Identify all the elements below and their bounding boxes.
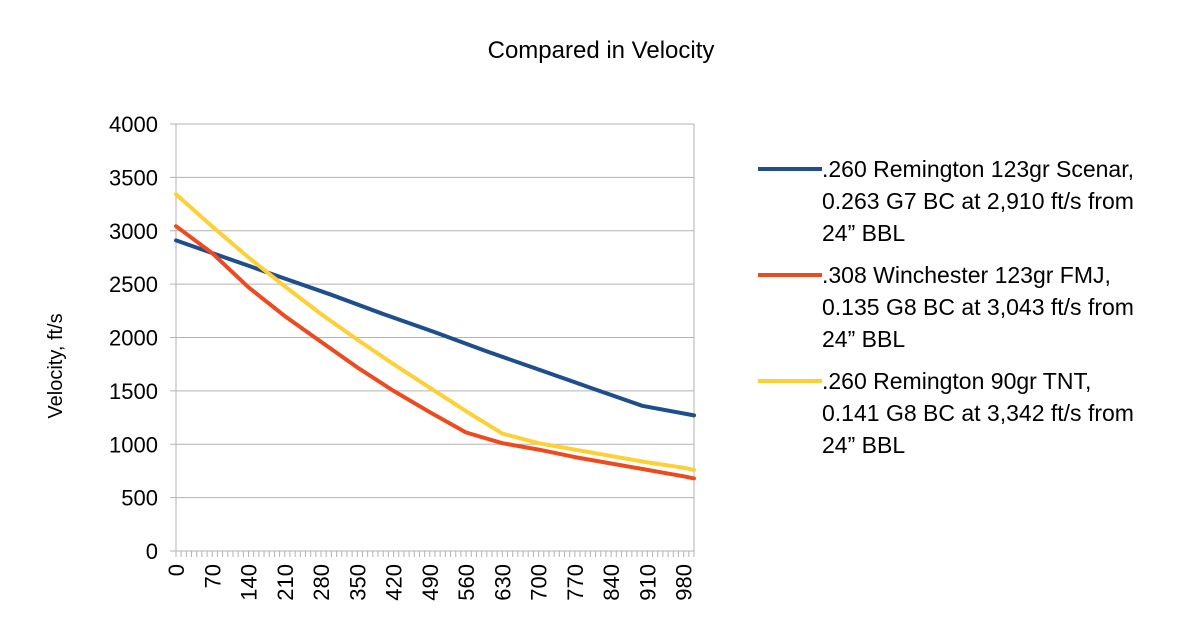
legend-entry-1-line-1: .260 Remington 123gr Scenar,: [822, 156, 1134, 182]
y-tick-label: 3000: [109, 219, 158, 244]
x-tick-label: 630: [490, 564, 515, 601]
series-line-3: [174, 192, 696, 472]
x-tick-label: 0: [164, 564, 189, 576]
y-tick-label: 500: [121, 486, 158, 511]
chart-subtitle: Compared in Velocity: [488, 37, 715, 64]
legend-entry-1-line-2: 0.263 G7 BC at 2,910 ft/s from: [822, 188, 1134, 214]
x-tick-label: 840: [599, 564, 624, 601]
grid-lines: [176, 123, 695, 552]
x-tick-label: 770: [563, 564, 588, 601]
y-tick-label: 1500: [109, 379, 158, 404]
x-tick-label: 70: [200, 564, 225, 588]
axes: 0 500 1000 1500 2000 2500 3000 3500 4000 0 70 140 21…: [109, 112, 697, 601]
legend-entry-1-line-3: 24” BBL: [822, 220, 905, 246]
x-tick-label: 700: [527, 564, 552, 601]
y-tick-label: 1000: [109, 432, 158, 457]
y-tick-label: 2000: [109, 326, 158, 351]
legend-entry-3-line-1: .260 Remington 90gr TNT,: [822, 368, 1091, 394]
x-tick-label: 980: [672, 564, 697, 601]
legend-entry-2-line-1: .308 Winchester 123gr FMJ,: [822, 262, 1111, 288]
y-axis-label: Velocity, ft/s: [45, 313, 67, 418]
x-tick-label: 910: [635, 564, 660, 601]
x-tick-label: 560: [454, 564, 479, 601]
legend-entry-2-line-3: 24” BBL: [822, 326, 905, 352]
y-tick-label: 4000: [109, 112, 158, 137]
x-tick-label: 210: [273, 564, 298, 601]
x-tick-label: 420: [382, 564, 407, 601]
x-tick-label: 140: [237, 564, 262, 601]
legend: .260 Remington 123gr Scenar, 0.263 G7 BC …: [758, 156, 1134, 458]
x-tick-label: 490: [418, 564, 443, 601]
x-tick-label: 280: [309, 564, 334, 601]
legend-entry-2-line-2: 0.135 G8 BC at 3,043 ft/s from: [822, 294, 1134, 320]
y-tick-label: 3500: [109, 165, 158, 190]
x-tick-label: 350: [345, 564, 370, 601]
legend-entry-3-line-3: 24” BBL: [822, 432, 905, 458]
series-layer: [174, 192, 696, 481]
series-line-2: [174, 224, 696, 481]
y-tick-label: 2500: [109, 272, 158, 297]
y-tick-label: 0: [146, 539, 158, 564]
legend-entry-3-line-2: 0.141 G8 BC at 3,342 ft/s from: [822, 400, 1134, 426]
